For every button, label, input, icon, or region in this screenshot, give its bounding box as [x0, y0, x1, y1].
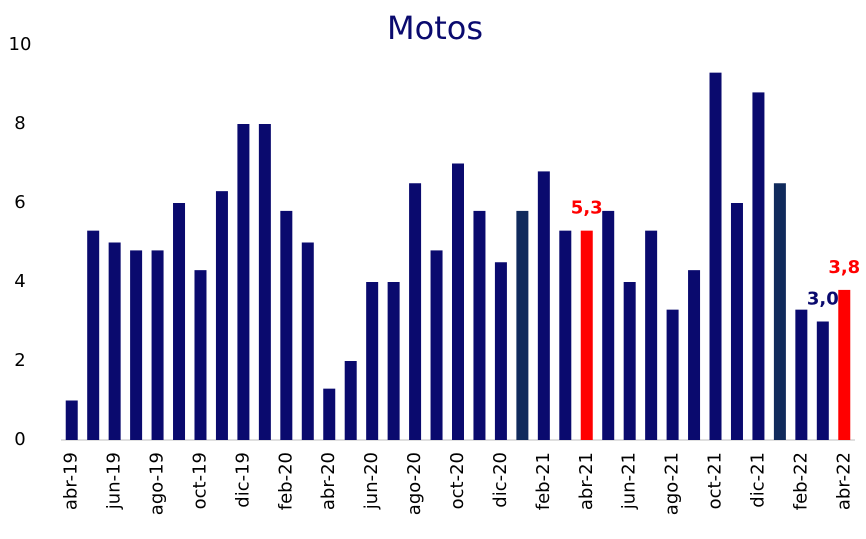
bar [430, 250, 443, 440]
bar [280, 210, 293, 440]
x-tick-label: dic-20 [490, 452, 511, 508]
bar [559, 230, 572, 440]
bar [409, 183, 422, 440]
x-tick-label: ago-20 [404, 452, 425, 515]
x-tick-label: abr-19 [61, 452, 82, 510]
bar [344, 361, 357, 440]
bar [494, 262, 507, 440]
bar [752, 92, 765, 441]
bar [87, 230, 100, 440]
bar [623, 282, 636, 440]
value-label: 3,8 [828, 257, 860, 278]
bar [258, 124, 271, 440]
bar [537, 171, 550, 440]
y-tick-label: 0 [14, 429, 25, 450]
x-tick-label: feb-20 [275, 452, 296, 510]
x-tick-label: feb-21 [533, 452, 554, 510]
bar [366, 282, 379, 440]
bar [730, 203, 743, 440]
bar [301, 242, 314, 440]
bar [130, 250, 143, 440]
x-tick-label: feb-22 [790, 452, 811, 510]
y-tick-label: 6 [14, 192, 25, 213]
bar [580, 230, 593, 440]
bar [151, 250, 164, 440]
bar [194, 270, 207, 440]
x-tick-label: ago-21 [662, 452, 683, 515]
bar [709, 72, 722, 441]
x-tick-label: oct-19 [189, 452, 210, 509]
x-tick-label: abr-21 [576, 452, 597, 510]
x-tick-label: jun-21 [619, 452, 640, 510]
y-tick-label: 10 [9, 34, 32, 55]
value-label: 3,0 [807, 289, 839, 310]
x-tick-label: jun-19 [104, 452, 125, 510]
bar [838, 289, 851, 440]
x-tick-label: ago-19 [147, 452, 168, 515]
x-tick-label: abr-20 [318, 452, 339, 510]
bar [323, 388, 336, 440]
bar [473, 210, 486, 440]
bar [452, 163, 464, 440]
bar [773, 183, 786, 440]
x-tick-label: dic-19 [232, 452, 253, 508]
value-label: 5,3 [571, 198, 603, 219]
bar [173, 203, 186, 440]
bar [666, 309, 679, 440]
bar [795, 309, 808, 440]
x-tick-label: abr-22 [833, 452, 854, 510]
x-tick-label: oct-20 [447, 452, 468, 509]
y-tick-label: 4 [14, 271, 25, 292]
x-tick-label: dic-21 [747, 452, 768, 508]
bar [516, 210, 529, 440]
bar [387, 282, 400, 440]
bar [108, 242, 121, 440]
y-tick-label: 8 [14, 113, 25, 134]
x-tick-label: oct-21 [705, 452, 726, 509]
bar [688, 270, 701, 440]
chart-title: Motos [387, 9, 483, 47]
y-tick-label: 2 [14, 350, 25, 371]
bar [645, 230, 658, 440]
bar [215, 191, 228, 440]
bar [237, 124, 250, 440]
x-tick-label: jun-20 [361, 452, 382, 510]
bar [602, 210, 615, 440]
bar [65, 400, 78, 440]
bar [816, 321, 829, 440]
